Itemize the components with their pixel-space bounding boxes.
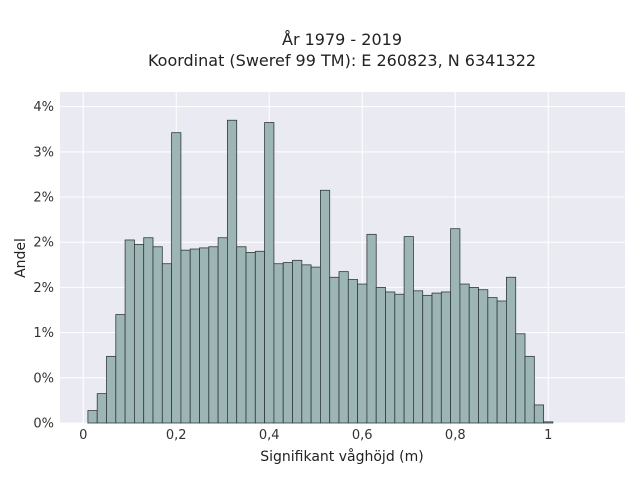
- x-axis-ticks: 0 0,2 0,4 0,6 0,8 1: [79, 428, 552, 443]
- histogram-bar: [245, 252, 256, 424]
- histogram-bar: [515, 333, 526, 424]
- histogram-bar: [329, 276, 340, 424]
- y-tick-label: 0%: [33, 371, 54, 386]
- x-tick-label: 0,2: [166, 428, 187, 443]
- y-tick-label: 3%: [33, 145, 54, 160]
- histogram-bar: [171, 132, 182, 424]
- x-tick-label: 0,4: [259, 428, 280, 443]
- histogram-bar: [189, 248, 200, 424]
- histogram-bar: [106, 355, 117, 424]
- y-axis-title: Andel: [13, 238, 29, 278]
- histogram-bar: [217, 237, 228, 424]
- histogram-bar: [282, 262, 293, 424]
- histogram-bar: [506, 276, 517, 424]
- histogram-bar: [431, 292, 442, 424]
- chart-title-line-2: Koordinat (Sweref 99 TM): E 260823, N 63…: [148, 51, 536, 70]
- histogram-bar: [208, 246, 219, 424]
- y-axis-ticks: 0% 0% 1% 2% 2% 2% 3% 4%: [33, 100, 54, 431]
- histogram-bar: [320, 189, 331, 424]
- histogram-bar: [254, 250, 266, 424]
- histogram-bar: [533, 404, 545, 424]
- y-tick-label: 2%: [33, 191, 54, 206]
- histogram-bar: [180, 249, 191, 424]
- y-tick-label: 4%: [33, 100, 54, 115]
- x-tick-label: 0,8: [445, 428, 466, 443]
- histogram-bar: [87, 410, 98, 424]
- histogram-bars: [87, 119, 554, 424]
- histogram-bar: [394, 293, 405, 424]
- y-tick-label: 1%: [33, 326, 54, 341]
- histogram-bar: [124, 239, 135, 424]
- x-tick-label: 1: [544, 428, 552, 443]
- histogram-bar: [487, 297, 498, 424]
- histogram-bar: [440, 291, 452, 424]
- y-tick-label: 0%: [33, 417, 54, 432]
- histogram-bar: [264, 122, 275, 424]
- histogram-bar: [524, 355, 535, 424]
- histogram-bar: [478, 289, 489, 424]
- histogram-bar: [227, 119, 238, 424]
- x-tick-label: 0,6: [352, 428, 373, 443]
- histogram-bar: [338, 271, 349, 424]
- histogram-bar: [357, 283, 368, 424]
- histogram-bar: [543, 421, 554, 424]
- histogram-bar: [152, 246, 163, 424]
- histogram-bar: [236, 246, 247, 424]
- chart-title-line-1: År 1979 - 2019: [282, 30, 402, 49]
- histogram-bar: [385, 291, 396, 424]
- x-tick-label: 0: [79, 428, 87, 443]
- histogram-bar: [143, 237, 154, 424]
- histogram-bar: [115, 314, 126, 424]
- histogram-bar: [450, 228, 461, 424]
- histogram-bar: [375, 287, 386, 424]
- histogram-bar: [199, 247, 210, 424]
- histogram-bar: [310, 266, 321, 424]
- y-tick-label: 2%: [33, 281, 54, 296]
- y-tick-label: 2%: [33, 236, 54, 251]
- histogram-bar: [292, 259, 303, 424]
- histogram-bar: [403, 236, 414, 424]
- histogram-bar: [468, 287, 479, 424]
- histogram-bar: [134, 244, 145, 424]
- histogram-bar: [413, 290, 424, 424]
- histogram-bar: [422, 294, 433, 424]
- histogram-bar: [273, 263, 284, 424]
- x-axis-title: Signifikant våghöjd (m): [260, 448, 423, 465]
- histogram-bar: [161, 263, 173, 424]
- histogram-bar: [96, 393, 107, 424]
- histogram-bar: [459, 283, 470, 424]
- histogram-bar: [347, 279, 359, 424]
- histogram-bar: [496, 300, 507, 424]
- histogram-bar: [301, 264, 312, 424]
- histogram-bar: [366, 233, 377, 424]
